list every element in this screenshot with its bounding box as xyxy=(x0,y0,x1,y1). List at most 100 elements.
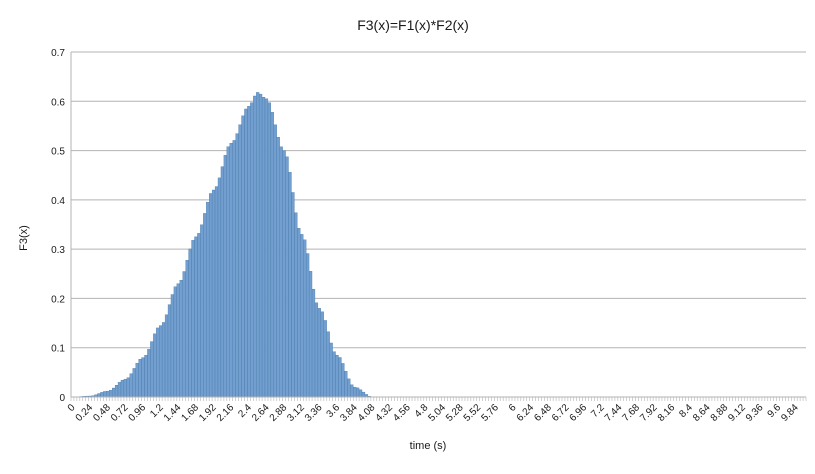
x-tick-label: 5.76 xyxy=(479,402,501,424)
bar xyxy=(236,134,239,397)
bar xyxy=(339,357,342,397)
bar xyxy=(177,284,180,397)
bar xyxy=(250,103,253,397)
bar xyxy=(121,380,124,397)
bar xyxy=(139,359,142,397)
x-tick-label: 7.92 xyxy=(638,402,660,424)
bar xyxy=(133,368,136,397)
bar xyxy=(256,92,259,397)
x-tick-label: 6.72 xyxy=(550,402,572,424)
x-tick-label: 4.32 xyxy=(374,402,396,424)
bar xyxy=(336,355,339,397)
chart-title: F3(x)=F1(x)*F2(x) xyxy=(357,17,469,33)
bar xyxy=(247,106,250,397)
bar xyxy=(286,157,289,397)
bar xyxy=(212,190,215,397)
bar xyxy=(230,143,233,397)
bar xyxy=(324,320,327,397)
bar xyxy=(224,155,227,397)
bar xyxy=(309,271,312,397)
x-tick-label: 2.16 xyxy=(215,402,237,424)
bar xyxy=(218,178,221,397)
x-tick-label: 0.96 xyxy=(127,402,149,424)
bar xyxy=(289,172,292,397)
x-tick-label: 6.48 xyxy=(532,402,554,424)
bar xyxy=(97,394,100,397)
bar xyxy=(153,334,156,397)
bar xyxy=(318,308,321,397)
bar xyxy=(274,125,277,397)
bar xyxy=(341,363,344,397)
y-tick-label: 0.6 xyxy=(51,97,65,108)
bar xyxy=(297,228,300,397)
bars xyxy=(77,92,371,397)
bar xyxy=(186,260,189,397)
x-tick-label: 6 xyxy=(507,402,519,414)
bar xyxy=(183,272,186,398)
bar xyxy=(356,388,359,397)
y-tick-label: 0.5 xyxy=(51,147,65,158)
bar xyxy=(194,237,197,397)
bar xyxy=(294,213,297,397)
bar xyxy=(165,315,168,397)
bar xyxy=(197,233,200,397)
bar xyxy=(209,193,212,397)
bar xyxy=(180,280,183,397)
bar xyxy=(130,374,133,397)
y-axis-label: F3(x) xyxy=(18,225,30,251)
bar xyxy=(147,349,150,397)
bar xyxy=(292,192,295,397)
bar xyxy=(303,240,306,397)
x-tick-label: 8.64 xyxy=(691,402,713,424)
bar xyxy=(268,103,271,397)
bar xyxy=(192,240,195,397)
bar xyxy=(174,287,177,397)
bar xyxy=(171,295,174,398)
bar xyxy=(344,371,347,397)
x-tick-label: 0.72 xyxy=(109,402,131,424)
bar xyxy=(118,382,121,397)
y-tick-label: 0.7 xyxy=(51,48,65,59)
bar xyxy=(142,358,145,397)
bar xyxy=(227,147,230,397)
bar xyxy=(109,390,112,397)
bar xyxy=(330,343,333,397)
bar xyxy=(221,167,224,397)
y-tick-label: 0.1 xyxy=(51,344,65,355)
bar xyxy=(103,391,106,397)
bar xyxy=(312,289,315,397)
x-tick-label: 9.84 xyxy=(779,402,801,424)
bar xyxy=(127,378,130,397)
bar xyxy=(115,385,118,397)
x-tick-label: 0 xyxy=(66,402,78,414)
bar xyxy=(239,125,242,397)
x-tick-label: 8.88 xyxy=(709,402,731,424)
x-tick-label: 9.12 xyxy=(726,402,748,424)
bar xyxy=(156,328,159,397)
x-tick-label: 2.64 xyxy=(250,402,272,424)
bar xyxy=(359,390,362,397)
bar xyxy=(189,249,192,397)
bar xyxy=(321,312,324,397)
x-tick-label: 6.24 xyxy=(515,402,537,424)
bar xyxy=(277,137,280,397)
x-tick-label: 0.48 xyxy=(91,402,113,424)
bar xyxy=(244,109,247,397)
x-tick-label: 0.24 xyxy=(74,402,96,424)
bar xyxy=(100,392,103,397)
x-tick-label: 5.28 xyxy=(444,402,466,424)
bar xyxy=(233,140,236,397)
y-tick-label: 0.4 xyxy=(51,196,65,207)
bar xyxy=(124,379,127,397)
x-tick-label: 7.68 xyxy=(621,402,643,424)
bar xyxy=(306,254,309,397)
y-tick-label: 0.2 xyxy=(51,294,65,305)
bar xyxy=(136,363,139,397)
x-tick-label: 9.36 xyxy=(744,402,766,424)
bar xyxy=(259,94,262,397)
x-tick-label: 2.88 xyxy=(268,402,290,424)
x-axis-label: time (s) xyxy=(410,440,447,452)
bar xyxy=(280,147,283,397)
